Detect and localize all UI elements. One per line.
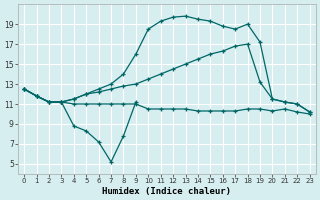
X-axis label: Humidex (Indice chaleur): Humidex (Indice chaleur) (102, 187, 231, 196)
